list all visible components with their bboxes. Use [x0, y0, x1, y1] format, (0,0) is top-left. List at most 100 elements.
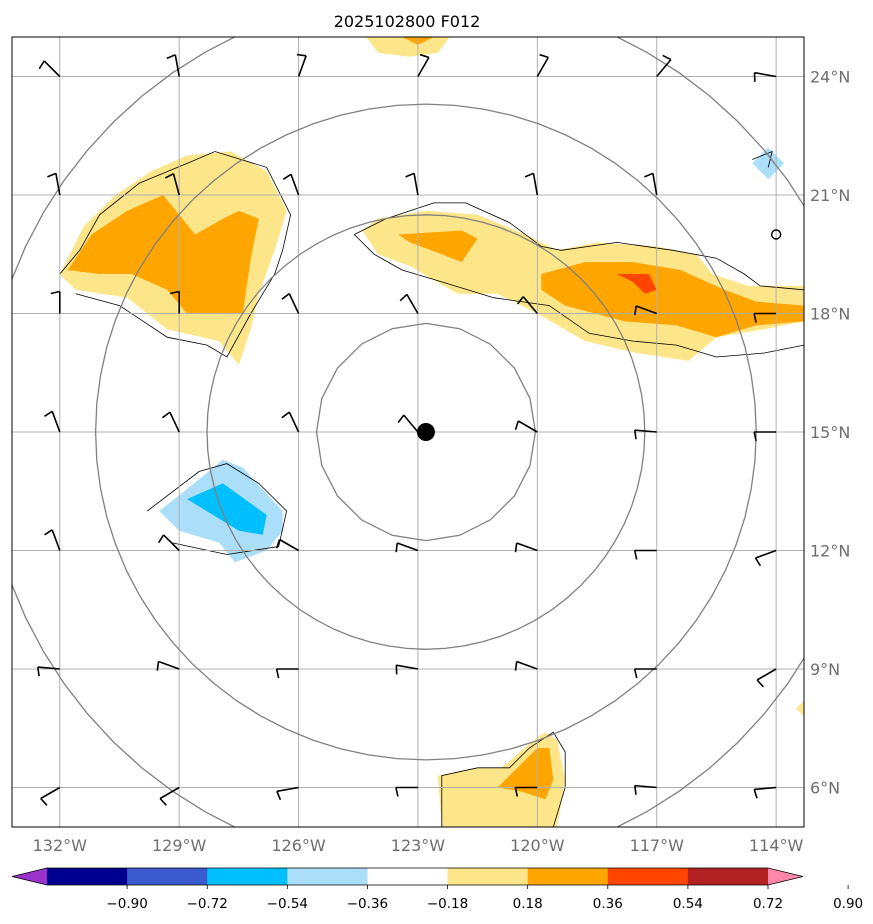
open-circle-marker: [770, 229, 782, 240]
contour-line-north-band-outline: [354, 202, 804, 291]
wind-barb: [281, 292, 300, 314]
plot-area: [12, 37, 804, 827]
colorbar-tick-label: 0.72: [753, 896, 783, 912]
wind-barb: [166, 54, 180, 77]
shaded-region-northeast-blue-13: [752, 147, 785, 180]
wind-barb: [633, 549, 657, 560]
x-tick-label: 132°W: [33, 836, 88, 855]
colorbar-bin: [47, 868, 128, 885]
wind-barb: [754, 549, 777, 567]
shaded-region-north-band-6: [541, 262, 804, 338]
wind-barb: [47, 172, 61, 196]
colorbar-tick-label: 0.18: [513, 896, 543, 912]
plot-frame: [11, 36, 805, 828]
wind-barb: [397, 414, 419, 433]
wind-barb: [157, 534, 180, 552]
wind-barb: [164, 172, 180, 196]
colorbar-low-extension: [12, 868, 47, 885]
colorbar-bin: [367, 868, 449, 885]
range-ring: [206, 214, 646, 650]
storm-center-marker: [416, 423, 435, 441]
wind-barb: [276, 786, 299, 801]
chart-title: 2025102800 F012: [334, 12, 481, 31]
wind-barb: [634, 305, 657, 316]
y-tick-label: 12°N: [810, 542, 850, 561]
colorbar-bin: [607, 868, 689, 885]
wind-barb: [514, 786, 538, 797]
wind-barb: [395, 786, 418, 797]
wind-barb: [514, 542, 538, 553]
range-ring: [94, 103, 757, 761]
wind-barb: [156, 660, 180, 671]
wind-barb: [634, 784, 657, 795]
x-tick-label: 117°W: [630, 836, 685, 855]
x-tick-label: 129°W: [152, 836, 207, 855]
shaded-region-north-band-7: [616, 274, 657, 294]
y-tick-label: 6°N: [810, 779, 840, 798]
wind-barb: [40, 786, 61, 806]
wind-barb: [395, 664, 419, 675]
shaded-region-northwest-cluster-1: [67, 195, 259, 314]
colorbar: −0.90 −0.72 −0.54 −0.36 −0.18 0.18 0.36 0.54 0.7…: [11, 867, 863, 912]
colorbar-tick-label: −0.18: [427, 896, 468, 912]
wind-barb: [282, 173, 300, 196]
wind-barb: [753, 431, 777, 442]
colorbar-tick-label: 0.54: [673, 896, 703, 912]
x-tick-label: 126°W: [271, 836, 326, 855]
y-axis-tick-labels: 6°N 9°N 12°N 15°N 18°N 21°N 24°N: [810, 68, 850, 798]
y-tick-label: 24°N: [810, 68, 850, 87]
wind-barb: [753, 71, 777, 82]
y-tick-label: 18°N: [810, 305, 850, 324]
colorbar-tick-label: 0.36: [593, 896, 623, 912]
wind-barb: [753, 312, 777, 323]
wind-barb: [44, 410, 61, 433]
wind-barb: [37, 666, 60, 677]
wind-barb: [644, 172, 658, 196]
colorbar-tick-label: 0.90: [833, 896, 863, 912]
wind-barb: [281, 411, 300, 433]
colorbar-high-extension: [768, 868, 803, 885]
wind-barb: [50, 290, 61, 314]
wind-barb: [162, 411, 180, 433]
wind-barb: [514, 660, 538, 671]
wind-barb: [633, 668, 657, 679]
wind-barb: [38, 60, 61, 78]
x-tick-label: 123°W: [391, 836, 446, 855]
contour-line-layer: [59, 150, 804, 827]
x-axis-tick-labels: 132°W 129°W 126°W 123°W 120°W 117°W 114°W: [33, 836, 804, 855]
y-tick-label: 9°N: [810, 660, 840, 679]
contour-line-s-outline: [441, 731, 566, 827]
wind-barb: [536, 53, 549, 77]
colorbar-bin: [207, 868, 288, 885]
wind-barb: [170, 290, 180, 314]
contour-line-ne-small: [752, 150, 773, 168]
colorbar-bin: [127, 868, 208, 885]
range-rings: [12, 37, 804, 827]
wind-barb: [516, 296, 538, 315]
wind-barb: [159, 786, 180, 806]
colorbar-bin: [527, 868, 609, 885]
shaded-region-north-edge-2: [366, 37, 450, 57]
lat-lon-gridlines: [12, 37, 804, 827]
wind-barb: [753, 786, 777, 799]
wind-barb: [634, 429, 657, 440]
colorbar-tick-label: −0.90: [106, 896, 147, 912]
colorbar-tick-label: −0.36: [347, 896, 388, 912]
colorbar-outline: [11, 867, 804, 886]
wind-barb: [395, 542, 419, 553]
colorbar-bin: [687, 868, 769, 885]
wind-barb: [399, 293, 419, 314]
shaded-region-south-cell-11: [497, 748, 554, 800]
wind-barb: [524, 172, 539, 196]
range-ring: [12, 37, 804, 827]
wind-barb-layer: [37, 53, 777, 806]
colorbar-bin: [287, 868, 368, 885]
contour-line-sw-outline: [147, 463, 288, 555]
y-tick-label: 21°N: [810, 186, 850, 205]
marker-layer: [416, 229, 782, 441]
wind-barb: [417, 53, 430, 77]
wind-barb: [44, 529, 61, 551]
wind-barb: [405, 172, 419, 196]
colorbar-bin: [447, 868, 529, 885]
